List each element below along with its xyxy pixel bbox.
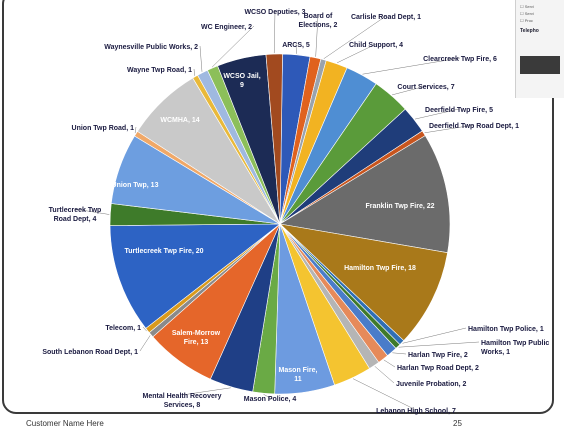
slice-label: Juvenile Probation, 2 [396,381,467,388]
slice-label: Franklin Twp Fire, 22 [365,203,434,210]
pie-slice-hamilton-twp-fire [279,223,448,342]
leader-line [142,326,147,332]
slice-label: Board of Elections, 2 [299,13,338,29]
leader-line [414,108,460,120]
slice-label: Waynesville Public Works, 2 [104,44,198,51]
slice-label: Deerfield Twp Road Dept, 1 [429,123,519,130]
slice-label: Union Twp, 13 [112,182,159,189]
leader-line [362,57,461,75]
leader-line [139,335,151,352]
slice-label: Mason Police, 4 [244,396,297,403]
slice-label: Mental Health Recovery Services, 8 [143,393,222,409]
slice-label: Carlisle Road Dept, 1 [351,14,421,21]
side-panel-line: ☐ Servi [520,11,534,16]
slice-label: ARCS, 5 [282,42,310,49]
leader-line [392,352,407,355]
slice-label: Hamilton Twp Police, 1 [468,326,544,333]
leader-line [402,327,467,344]
slice-label: Hamilton Twp Public Works, 1 [481,340,549,356]
side-panel: ☐ Servi ☐ Servi ☐ Proc Telepho [515,0,564,98]
side-panel-image [520,56,560,74]
footer-page-number: 25 [453,419,462,428]
leader-line [74,208,110,215]
leader-line [374,366,395,384]
side-panel-heading: Telepho [520,28,539,34]
slice-label: Lebanon High School, 7 [376,408,456,415]
side-panel-line: ☐ Servi [520,4,534,9]
slice-label: Harlan Twp Fire, 2 [408,352,468,359]
slice-label: Deerfield Twp Fire, 5 [425,107,493,114]
slice-label: Hamilton Twp Fire, 18 [344,265,416,272]
pie-slices [109,53,451,395]
leader-line [273,10,276,54]
slice-label: Harlan Twp Road Dept, 2 [397,365,479,372]
footer-customer: Customer Name Here [26,419,104,428]
side-panel-line: ☐ Proc [520,18,533,23]
slice-label: South Lebanon Road Dept, 1 [42,349,138,356]
pie-slice-franklin-twp-fire [279,135,451,254]
leader-line [134,126,137,134]
slice-label: Child Support, 4 [349,42,403,49]
leader-line [336,43,377,64]
leader-line [295,43,297,54]
leader-line [352,378,417,411]
slice-label: Turtlecreek Twp Road Dept, 4 [49,207,102,223]
slice-label: WCSO Jail, 9 [223,73,260,89]
leader-line [193,68,195,76]
slice-label: WCSO Deputies, 3 [244,9,305,16]
leader-line [211,25,255,68]
slice-label: Union Twp Road, 1 [72,125,135,132]
leader-line [323,15,387,59]
slice-label: Clearcreek Twp Fire, 6 [423,56,497,63]
slice-label: Court Services, 7 [397,84,454,91]
pie-slice-turtlecreek-twp-fire [109,223,281,329]
slice-label: Wayne Twp Road, 1 [127,67,192,74]
slice-labels: ARCS, 5 Board of Elections, 2 Carlisle Road… [42,9,549,415]
leader-line [392,85,427,96]
slice-label: Salem-Morrow Fire, 13 [172,330,221,346]
leader-line [383,359,396,368]
pie-slice-wcso-deputies [265,53,283,225]
leader-line [398,341,480,348]
leader-line [181,387,231,396]
slice-label: WCMHA, 14 [160,117,199,124]
slice-label: Mason Fire, 11 [279,367,318,383]
leader-lines [74,10,480,411]
slice-label: Telecom, 1 [105,325,141,332]
slice-label: WC Engineer, 2 [201,24,252,31]
leader-line [424,124,475,134]
leader-line [315,14,319,57]
leader-line [199,45,203,72]
leader-line [263,393,271,399]
slice-label: Turtlecreek Twp Fire, 20 [124,248,203,255]
